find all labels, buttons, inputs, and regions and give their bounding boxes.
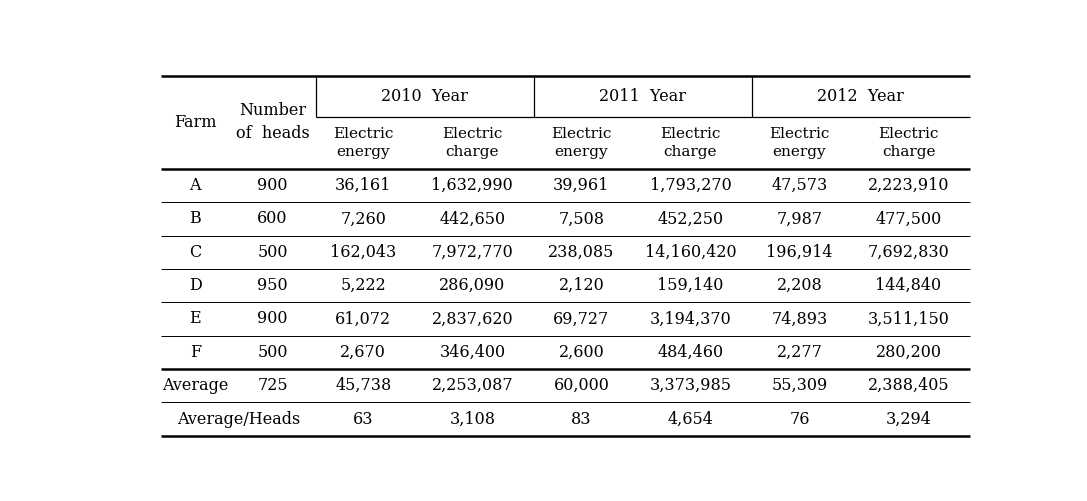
Text: 76: 76 bbox=[789, 410, 810, 427]
Text: 7,987: 7,987 bbox=[776, 210, 823, 227]
Text: B: B bbox=[189, 210, 201, 227]
Text: Electric
charge: Electric charge bbox=[442, 127, 502, 159]
Text: 5,222: 5,222 bbox=[340, 277, 386, 294]
Text: 500: 500 bbox=[258, 344, 288, 361]
Text: Electric
charge: Electric charge bbox=[660, 127, 721, 159]
Text: 238,085: 238,085 bbox=[548, 244, 614, 261]
Text: F: F bbox=[189, 344, 201, 361]
Text: 1,793,270: 1,793,270 bbox=[650, 177, 732, 194]
Text: C: C bbox=[189, 244, 201, 261]
Text: Electric
energy: Electric energy bbox=[770, 127, 829, 159]
Text: 2,837,620: 2,837,620 bbox=[432, 311, 513, 328]
Text: D: D bbox=[189, 277, 201, 294]
Text: 3,194,370: 3,194,370 bbox=[650, 311, 732, 328]
Text: 55,309: 55,309 bbox=[772, 377, 827, 394]
Text: Electric
charge: Electric charge bbox=[878, 127, 939, 159]
Text: 45,738: 45,738 bbox=[335, 377, 391, 394]
Text: 39,961: 39,961 bbox=[553, 177, 610, 194]
Text: 83: 83 bbox=[571, 410, 591, 427]
Text: 159,140: 159,140 bbox=[658, 277, 724, 294]
Text: E: E bbox=[189, 311, 201, 328]
Text: 600: 600 bbox=[258, 210, 288, 227]
Text: 452,250: 452,250 bbox=[658, 210, 724, 227]
Text: 144,840: 144,840 bbox=[875, 277, 941, 294]
Text: Electric
energy: Electric energy bbox=[551, 127, 612, 159]
Text: 69,727: 69,727 bbox=[553, 311, 610, 328]
Text: 2,223,910: 2,223,910 bbox=[867, 177, 949, 194]
Text: 47,573: 47,573 bbox=[772, 177, 827, 194]
Text: 477,500: 477,500 bbox=[875, 210, 941, 227]
Text: 900: 900 bbox=[258, 311, 288, 328]
Text: 2,253,087: 2,253,087 bbox=[432, 377, 513, 394]
Text: 162,043: 162,043 bbox=[330, 244, 397, 261]
Text: 725: 725 bbox=[258, 377, 288, 394]
Text: 2,120: 2,120 bbox=[559, 277, 604, 294]
Text: Average/Heads: Average/Heads bbox=[177, 410, 300, 427]
Text: 60,000: 60,000 bbox=[553, 377, 610, 394]
Text: 900: 900 bbox=[258, 177, 288, 194]
Text: 3,108: 3,108 bbox=[449, 410, 496, 427]
Text: 2,277: 2,277 bbox=[776, 344, 823, 361]
Text: 280,200: 280,200 bbox=[875, 344, 941, 361]
Text: Farm: Farm bbox=[174, 114, 216, 131]
Text: Average: Average bbox=[162, 377, 228, 394]
Text: 500: 500 bbox=[258, 244, 288, 261]
Text: 3,294: 3,294 bbox=[886, 410, 932, 427]
Text: 484,460: 484,460 bbox=[658, 344, 724, 361]
Text: 2,600: 2,600 bbox=[559, 344, 604, 361]
Text: 286,090: 286,090 bbox=[439, 277, 505, 294]
Text: 61,072: 61,072 bbox=[335, 311, 391, 328]
Text: 2,388,405: 2,388,405 bbox=[867, 377, 949, 394]
Text: 2012  Year: 2012 Year bbox=[817, 88, 904, 105]
Text: 2011  Year: 2011 Year bbox=[599, 88, 686, 105]
Text: 2,208: 2,208 bbox=[776, 277, 823, 294]
Text: 442,650: 442,650 bbox=[439, 210, 505, 227]
Text: 196,914: 196,914 bbox=[766, 244, 833, 261]
Text: 950: 950 bbox=[258, 277, 288, 294]
Text: 7,972,770: 7,972,770 bbox=[432, 244, 513, 261]
Text: 74,893: 74,893 bbox=[772, 311, 827, 328]
Text: Electric
energy: Electric energy bbox=[333, 127, 393, 159]
Text: 7,260: 7,260 bbox=[340, 210, 386, 227]
Text: Number
of  heads: Number of heads bbox=[236, 102, 310, 142]
Text: A: A bbox=[189, 177, 201, 194]
Text: 36,161: 36,161 bbox=[335, 177, 391, 194]
Text: 2,670: 2,670 bbox=[340, 344, 386, 361]
Text: 346,400: 346,400 bbox=[439, 344, 505, 361]
Text: 7,508: 7,508 bbox=[559, 210, 604, 227]
Text: 3,511,150: 3,511,150 bbox=[867, 311, 949, 328]
Text: 63: 63 bbox=[353, 410, 374, 427]
Text: 14,160,420: 14,160,420 bbox=[645, 244, 736, 261]
Text: 4,654: 4,654 bbox=[667, 410, 713, 427]
Text: 2010  Year: 2010 Year bbox=[382, 88, 468, 105]
Text: 3,373,985: 3,373,985 bbox=[649, 377, 732, 394]
Text: 1,632,990: 1,632,990 bbox=[432, 177, 513, 194]
Text: 7,692,830: 7,692,830 bbox=[867, 244, 949, 261]
